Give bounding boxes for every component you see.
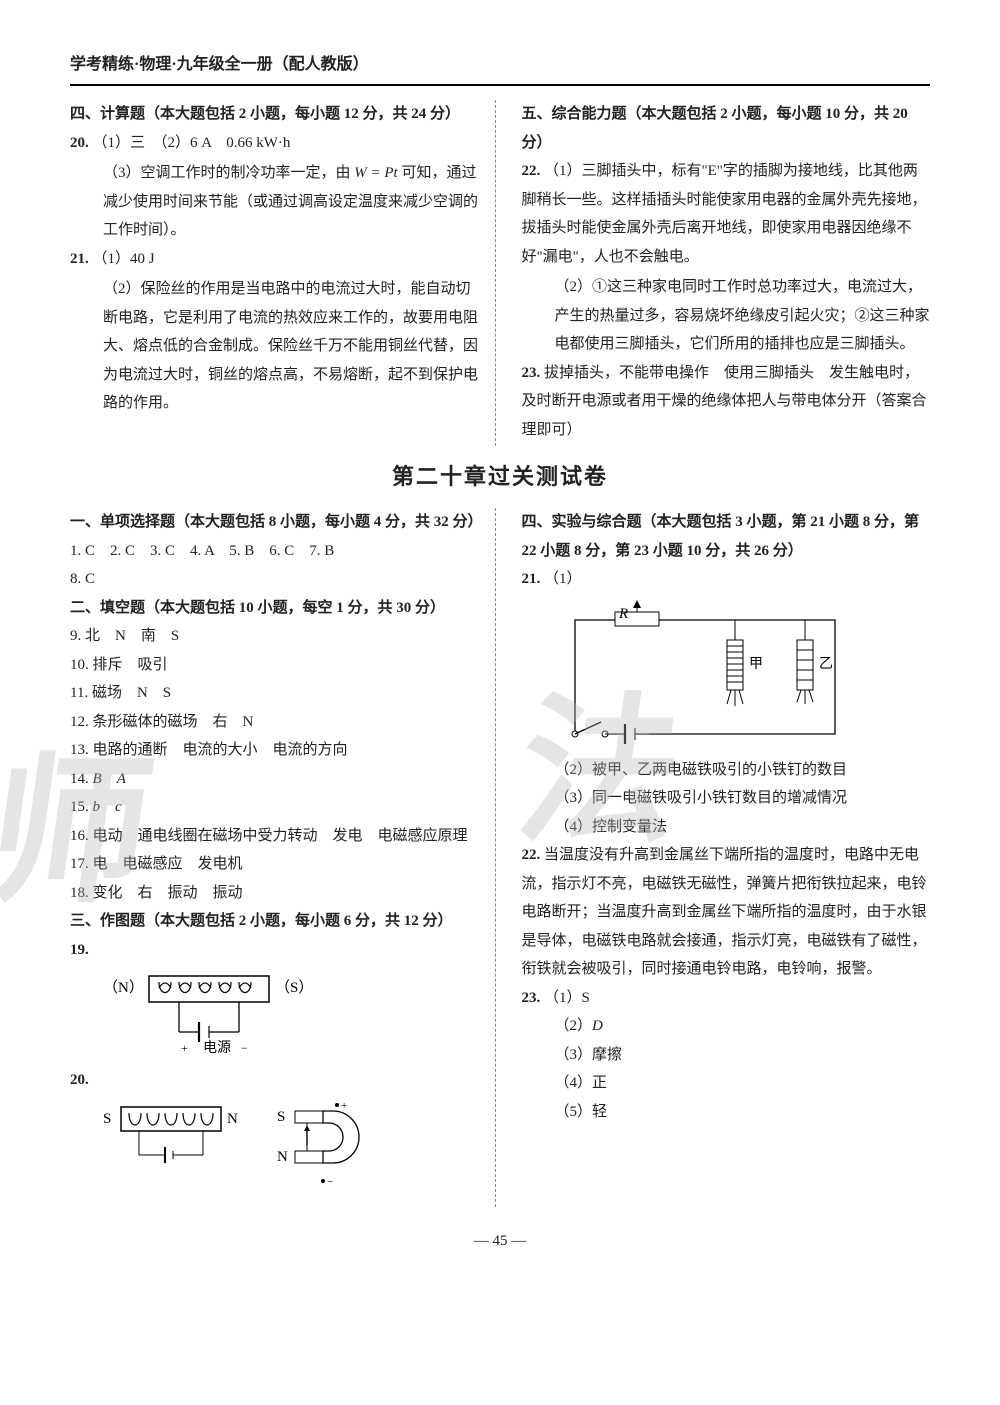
svg-text:S: S: [103, 1111, 111, 1127]
mc-line-2: 8. C: [70, 565, 479, 594]
q13: 13. 电路的通断 电流的大小 电流的方向: [70, 736, 479, 765]
q21b-3: （3）同一电磁铁吸引小铁钉数目的增减情况: [522, 784, 931, 813]
top-left-col: 四、计算题（本大题包括 2 小题，每小题 12 分，共 24 分） 20. （1…: [70, 100, 496, 446]
svg-text:−: −: [241, 1041, 248, 1055]
svg-text:甲: 甲: [749, 657, 763, 672]
page-header: 学考精练·物理·九年级全一册（配人教版）: [70, 50, 930, 86]
svg-text:−: −: [327, 1176, 333, 1188]
q23-num: 23.: [522, 365, 541, 381]
q22: 22. （1）三脚插头中，标有"E"字的插脚为接地线，比其他两脚稍长一些。这样插…: [522, 157, 931, 271]
section-3-head: 三、作图题（本大题包括 2 小题，每小题 6 分，共 12 分）: [70, 907, 479, 936]
q20: 20. （1）三 （2）6 A 0.66 kW·h: [70, 129, 479, 158]
horseshoe-icon: S N + −: [277, 1101, 397, 1201]
svg-text:N: N: [277, 1149, 288, 1165]
coil-sn-icon: S N: [103, 1101, 253, 1181]
q17: 17. 电 电磁感应 发电机: [70, 850, 479, 879]
q21-figure: R: [555, 600, 931, 750]
q23b-2: （2）D: [522, 1012, 931, 1041]
section-1-head: 一、单项选择题（本大题包括 8 小题，每小题 4 分，共 32 分）: [70, 508, 479, 537]
q23: 23. 拔掉插头，不能带电操作 使用三脚插头 发生触电时，及时断开电源或者用干燥…: [522, 359, 931, 445]
bottom-right-col: 四、实验与综合题（本大题包括 3 小题，第 21 小题 8 分，第 22 小题 …: [516, 508, 931, 1207]
q19: 19.: [70, 936, 479, 965]
svg-text:+: +: [341, 1101, 347, 1112]
q23b-5: （5）轻: [522, 1098, 931, 1127]
chapter-title: 第二十章过关测试卷: [70, 456, 930, 498]
q14: 14. B A: [70, 765, 479, 794]
q18: 18. 变化 右 振动 振动: [70, 879, 479, 908]
page-number: — 45 —: [70, 1227, 930, 1256]
q20-part3: （3）空调工作时的制冷功率一定，由 W = Pt 可知，通过减少使用时间来节能（…: [70, 159, 479, 245]
q21-num: 21.: [70, 251, 89, 267]
q9: 9. 北 N 南 S: [70, 622, 479, 651]
q21: 21. （1）40 J: [70, 245, 479, 274]
q23b-3: （3）摩擦: [522, 1041, 931, 1070]
svg-text:乙: 乙: [819, 656, 833, 672]
section-4-head: 四、计算题（本大题包括 2 小题，每小题 12 分，共 24 分）: [70, 100, 479, 129]
electromagnet-circuit-icon: R: [555, 600, 855, 750]
svg-text:+: +: [181, 1041, 188, 1055]
q21b-2: （2）被甲、乙两电磁铁吸引的小铁钉的数目: [522, 756, 931, 785]
bottom-left-col: 一、单项选择题（本大题包括 8 小题，每小题 4 分，共 32 分） 1. C …: [70, 508, 496, 1207]
q22-num: 22.: [522, 163, 541, 179]
q10: 10. 排斥 吸引: [70, 651, 479, 680]
q22-part1: （1）三脚插头中，标有"E"字的插脚为接地线，比其他两脚稍长一些。这样插插头时能…: [522, 163, 927, 265]
q21-part1: （1）40 J: [93, 251, 155, 267]
q23-text: 拔掉插头，不能带电操作 使用三脚插头 发生触电时，及时断开电源或者用干燥的绝缘体…: [522, 365, 927, 438]
q20b: 20.: [70, 1066, 479, 1095]
q21b: 21. （1）: [522, 565, 931, 594]
mc-line-1: 1. C 2. C 3. C 4. A 5. B 6. C 7. B: [70, 537, 479, 566]
q21b-4: （4）控制变量法: [522, 813, 931, 842]
svg-text:（S）: （S）: [275, 979, 313, 996]
svg-text:N: N: [227, 1111, 238, 1127]
q12: 12. 条形磁体的磁场 右 N: [70, 708, 479, 737]
section-2-head: 二、填空题（本大题包括 10 小题，每空 1 分，共 30 分）: [70, 594, 479, 623]
coil-diagram-icon: （N） （S） + 电源 −: [103, 970, 363, 1060]
q22-part2: （2）①这三种家电同时工作时总功率过大，电流过大，产生的热量过多，容易烧坏绝缘皮…: [522, 273, 931, 359]
q19-figure: （N） （S） + 电源 −: [103, 970, 479, 1060]
section-5-head: 五、综合能力题（本大题包括 2 小题，每小题 10 分，共 20 分）: [522, 100, 931, 157]
q15: 15. b c: [70, 793, 479, 822]
q16: 16. 电动 通电线圈在磁场中受力转动 发电 电磁感应原理: [70, 822, 479, 851]
top-columns: 四、计算题（本大题包括 2 小题，每小题 12 分，共 24 分） 20. （1…: [70, 100, 930, 446]
top-right-col: 五、综合能力题（本大题包括 2 小题，每小题 10 分，共 20 分） 22. …: [516, 100, 931, 446]
svg-text:电源: 电源: [203, 1040, 231, 1056]
bottom-columns: 一、单项选择题（本大题包括 8 小题，每小题 4 分，共 32 分） 1. C …: [70, 508, 930, 1207]
q23b: 23. （1）S: [522, 984, 931, 1013]
section-4b-head: 四、实验与综合题（本大题包括 3 小题，第 21 小题 8 分，第 22 小题 …: [522, 508, 931, 565]
q23b-4: （4）正: [522, 1069, 931, 1098]
q21-part2: （2）保险丝的作用是当电路中的电流过大时，能自动切断电路，它是利用了电流的热效应…: [70, 275, 479, 418]
q22b: 22. 当温度没有升高到金属丝下端所指的温度时，电路中无电流，指示灯不亮，电磁铁…: [522, 841, 931, 984]
q11: 11. 磁场 N S: [70, 679, 479, 708]
q20-part1: （1）三 （2）6 A 0.66 kW·h: [93, 135, 291, 151]
q20b-figure: S N S N + −: [103, 1101, 479, 1201]
svg-text:R: R: [618, 606, 628, 622]
svg-text:（N）: （N）: [103, 979, 144, 996]
q20-num: 20.: [70, 135, 89, 151]
svg-text:S: S: [277, 1109, 285, 1125]
